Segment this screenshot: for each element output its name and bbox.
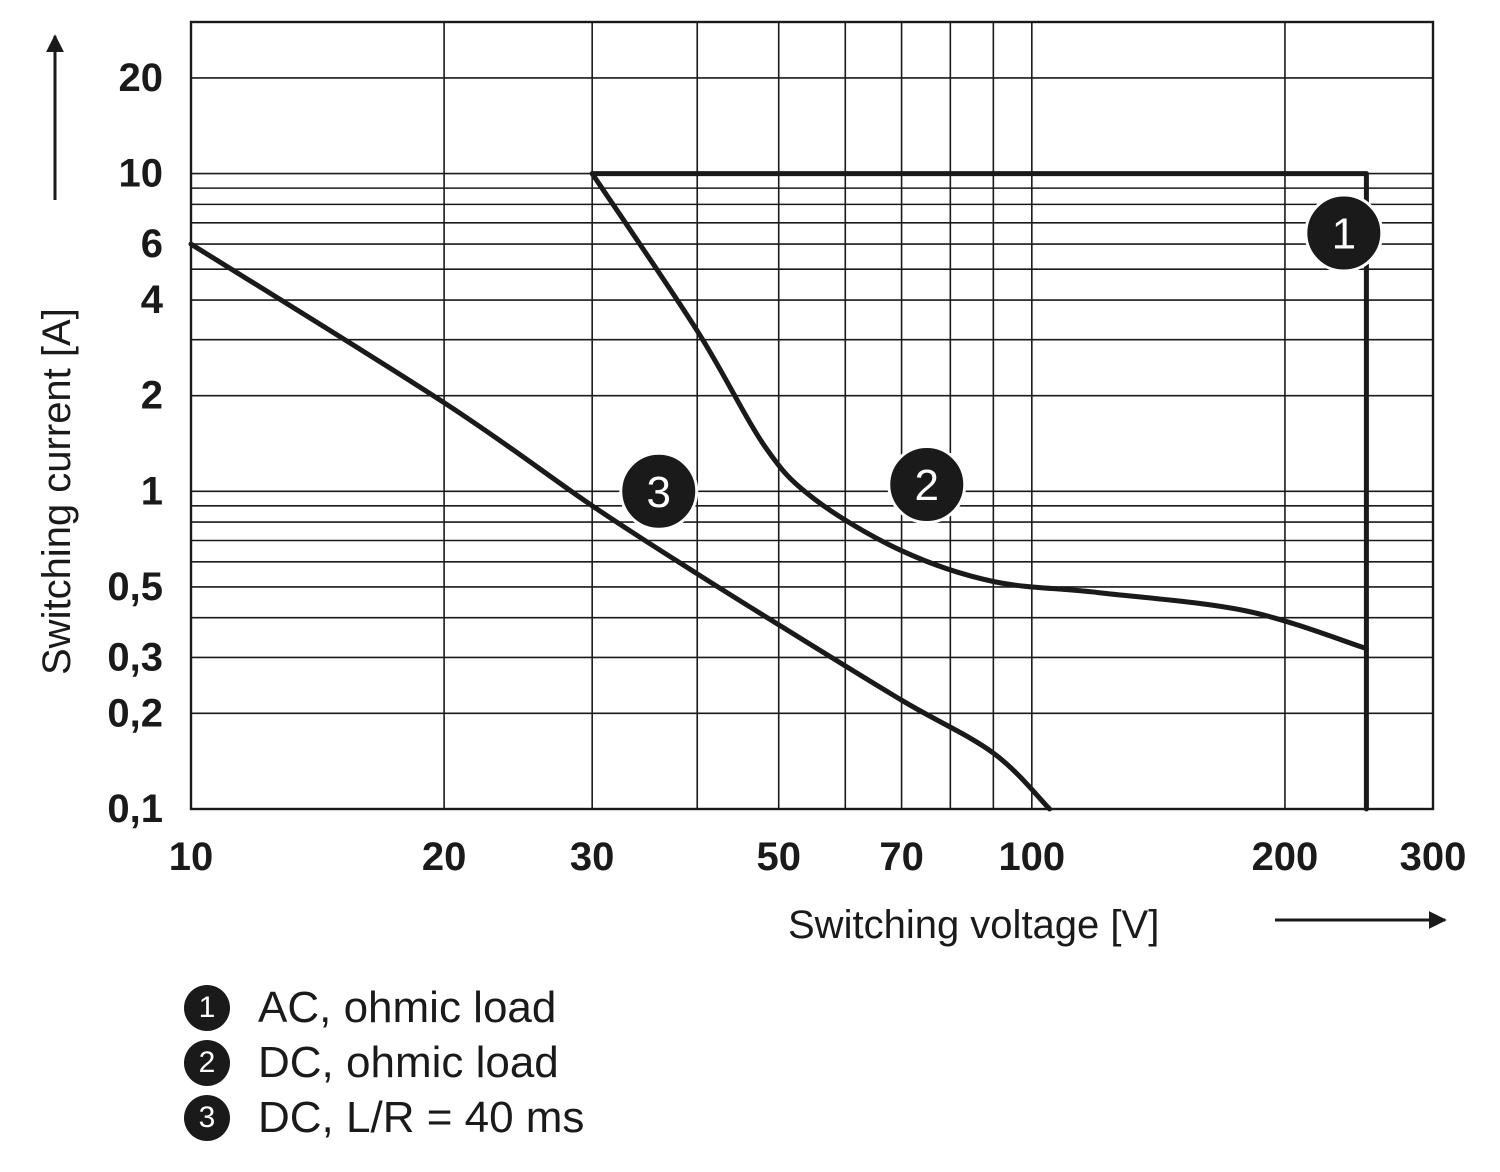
y-tick-label: 4 — [141, 278, 164, 322]
legend-label: DC, L/R = 40 ms — [258, 1092, 585, 1142]
plot-frame — [189, 20, 1435, 811]
chart: 0,1 0,2 0,3 0,5 1 2 4 6 10 20 10 20 30 50 70 100 200 300… — [35, 20, 1467, 947]
legend-marker-1: 1 — [184, 984, 230, 1031]
legend: 1 AC, ohmic load 2 DC, ohmic load 3 DC, … — [184, 980, 584, 1145]
y-tick-label: 1 — [141, 469, 163, 513]
y-tick-label: 0,3 — [107, 635, 163, 679]
legend-item: 1 AC, ohmic load — [184, 980, 584, 1035]
y-ticks: 0,1 0,2 0,3 0,5 1 2 4 6 10 20 — [107, 56, 163, 831]
x-ticks: 10 20 30 50 70 100 200 300 — [169, 835, 1467, 879]
x-axis-title: Switching voltage [V] — [788, 903, 1159, 947]
y-tick-label: 6 — [141, 222, 163, 266]
y-tick-label: 2 — [141, 374, 163, 418]
marker-label: 2 — [915, 461, 939, 510]
series-marker-1: 1 — [1304, 193, 1384, 273]
x-tick-label: 30 — [570, 835, 615, 879]
legend-label: AC, ohmic load — [258, 982, 557, 1032]
series-marker-3: 3 — [619, 451, 699, 531]
y-tick-label: 0,2 — [107, 691, 163, 735]
x-tick-label: 100 — [998, 835, 1065, 879]
x-tick-label: 20 — [422, 835, 467, 879]
y-tick-label: 0,5 — [107, 565, 163, 609]
x-tick-label: 200 — [1252, 835, 1319, 879]
legend-item: 3 DC, L/R = 40 ms — [184, 1090, 584, 1145]
x-tick-label: 70 — [879, 835, 924, 879]
series-line-3 — [188, 241, 1053, 812]
legend-item: 2 DC, ohmic load — [184, 1035, 584, 1090]
series-line-1 — [589, 171, 1369, 812]
x-tick-label: 10 — [169, 835, 214, 879]
marker-circle — [1304, 193, 1384, 273]
legend-marker-2: 2 — [184, 1039, 230, 1086]
x-tick-label: 300 — [1400, 835, 1467, 879]
series-marker-2: 2 — [887, 445, 967, 525]
marker-label: 1 — [1332, 210, 1356, 259]
y-axis-title: Switching current [A] — [35, 308, 79, 675]
grid — [191, 22, 1433, 809]
y-tick-label: 10 — [119, 152, 164, 196]
marker-circle — [619, 451, 699, 531]
series-line-2 — [589, 171, 1369, 651]
marker-label: 3 — [647, 468, 671, 517]
legend-marker-3: 3 — [184, 1094, 230, 1141]
marker-circle — [887, 445, 967, 525]
legend-label: DC, ohmic load — [258, 1037, 559, 1087]
y-tick-label: 20 — [119, 56, 164, 100]
series-markers: 1 2 3 — [619, 193, 1384, 531]
y-tick-label: 0,1 — [107, 787, 163, 831]
x-tick-label: 50 — [756, 835, 801, 879]
series — [188, 171, 1369, 812]
